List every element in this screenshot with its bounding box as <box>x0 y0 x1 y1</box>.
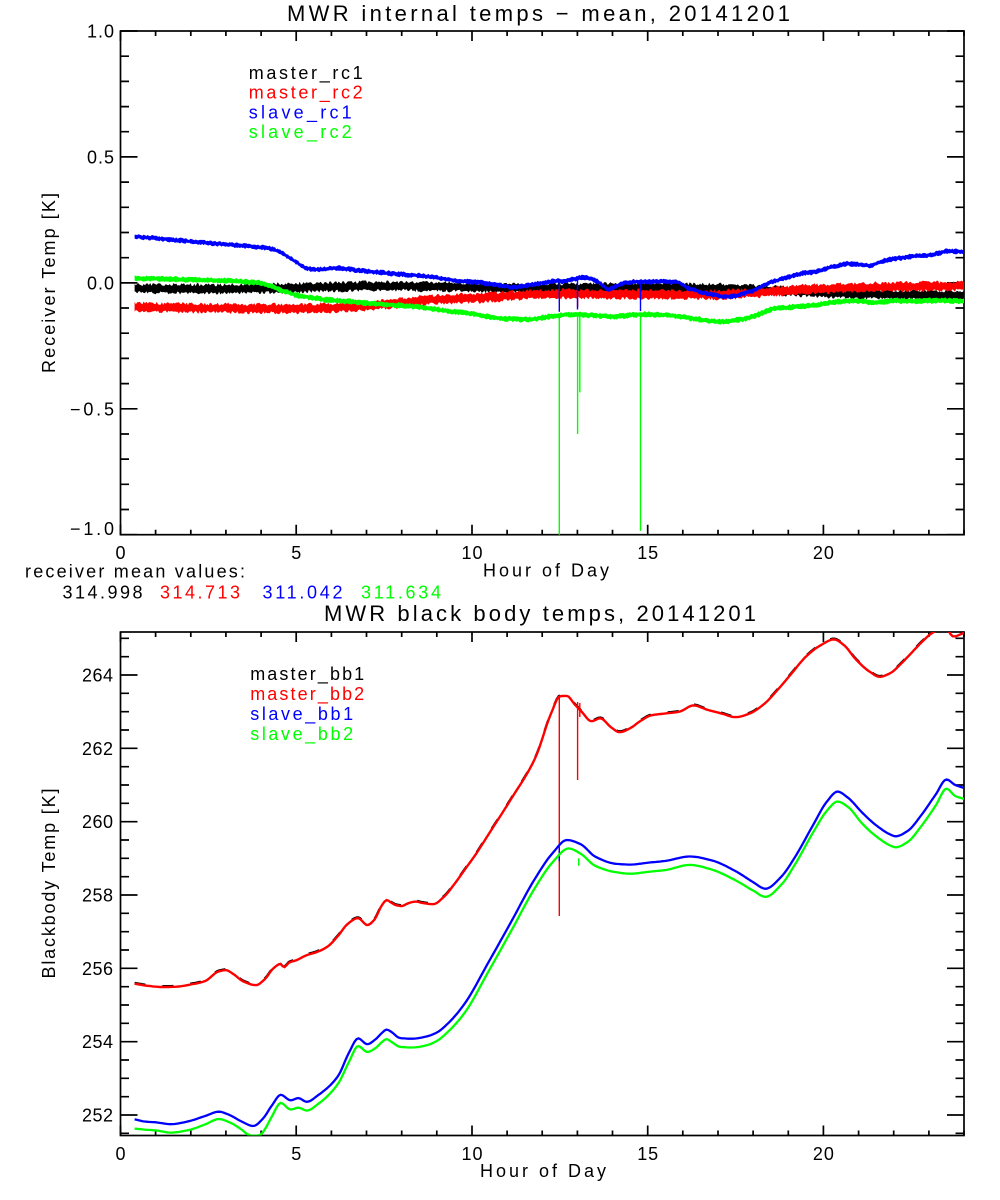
svg-text:Blackbody Temp [K]: Blackbody Temp [K] <box>39 789 59 979</box>
svg-text:slave_rc1: slave_rc1 <box>249 102 352 123</box>
svg-text:Hour of Day: Hour of Day <box>480 1161 606 1181</box>
svg-text:0.0: 0.0 <box>87 273 114 293</box>
svg-text:10: 10 <box>462 543 483 563</box>
svg-text:258: 258 <box>82 886 113 906</box>
svg-text:314.998: 314.998 <box>63 583 143 603</box>
svg-text:5: 5 <box>291 1144 301 1164</box>
svg-text:Hour of Day: Hour of Day <box>483 561 609 581</box>
svg-text:20: 20 <box>813 543 834 563</box>
svg-text:254: 254 <box>82 1032 113 1052</box>
svg-text:10: 10 <box>462 1144 483 1164</box>
svg-text:master_rc1: master_rc1 <box>249 63 363 84</box>
svg-text:slave_rc2: slave_rc2 <box>249 122 352 143</box>
svg-text:311.042: 311.042 <box>263 583 343 603</box>
svg-text:260: 260 <box>82 812 113 832</box>
svg-text:262: 262 <box>82 739 113 759</box>
svg-text:receiver mean values:: receiver mean values: <box>25 562 245 582</box>
svg-text:15: 15 <box>637 543 658 563</box>
svg-text:master_bb2: master_bb2 <box>250 684 364 705</box>
svg-text:314.713: 314.713 <box>160 583 240 603</box>
svg-text:slave_bb2: slave_bb2 <box>250 724 353 745</box>
svg-text:0: 0 <box>115 543 125 563</box>
svg-text:MWR internal temps − mean, 201: MWR internal temps − mean, 20141201 <box>287 1 790 26</box>
svg-text:252: 252 <box>82 1106 113 1126</box>
svg-text:20: 20 <box>813 1144 834 1164</box>
svg-text:0: 0 <box>115 1144 125 1164</box>
svg-text:264: 264 <box>82 666 113 686</box>
svg-text:311.634: 311.634 <box>361 583 441 603</box>
svg-text:−0.5: −0.5 <box>70 399 114 419</box>
svg-text:−1.0: −1.0 <box>70 519 114 539</box>
svg-text:256: 256 <box>82 959 113 979</box>
svg-text:Receiver Temp [K]: Receiver Temp [K] <box>39 193 59 373</box>
svg-text:master_rc2: master_rc2 <box>249 83 363 104</box>
svg-text:master_bb1: master_bb1 <box>250 664 364 685</box>
svg-text:0.5: 0.5 <box>87 147 114 167</box>
svg-text:1.0: 1.0 <box>87 22 114 42</box>
svg-text:5: 5 <box>291 543 301 563</box>
svg-text:slave_bb1: slave_bb1 <box>250 704 353 725</box>
svg-text:15: 15 <box>637 1144 658 1164</box>
